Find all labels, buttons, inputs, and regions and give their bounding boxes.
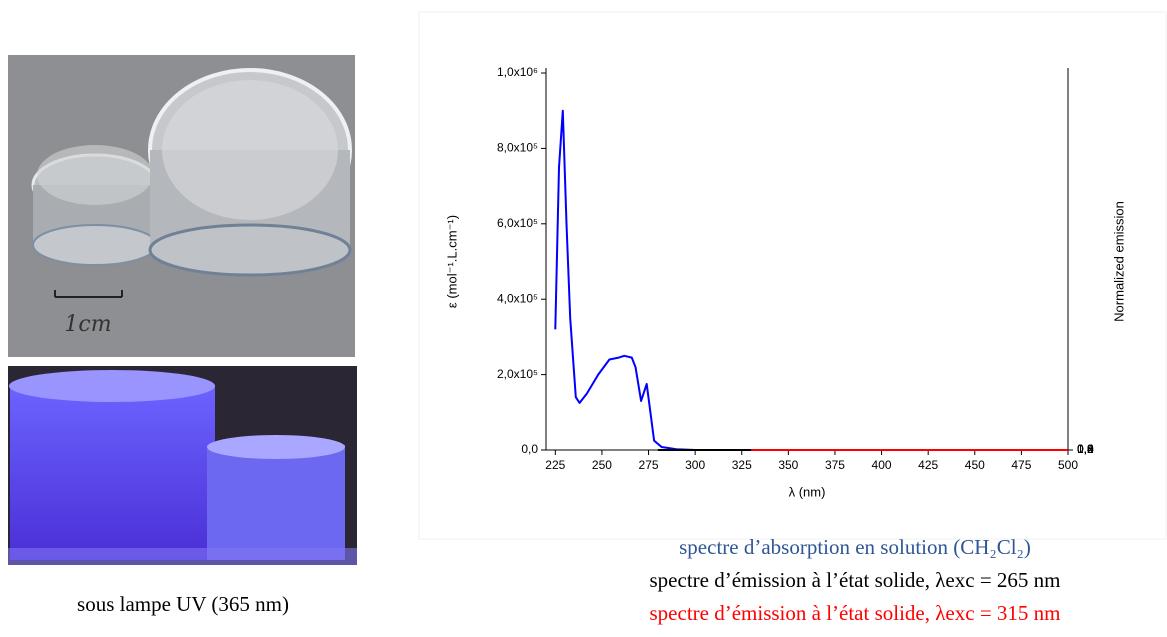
scale-label: 1cm	[64, 312, 111, 337]
x-tick-label: 475	[1011, 458, 1031, 472]
y-axis-label: ε (mol⁻¹.L.cm⁻¹)	[444, 215, 459, 308]
x-tick-label: 375	[825, 458, 845, 472]
x-tick-label: 300	[685, 458, 705, 472]
x-tick-label: 275	[639, 458, 659, 472]
y2-tick-label: 0,4	[1077, 442, 1094, 456]
legend-entry: spectre d’émission à l’état solide, λexc…	[650, 601, 1061, 625]
x-tick-label: 500	[1058, 458, 1078, 472]
x-tick-label: 225	[545, 458, 565, 472]
y2-tick-label: 0,6	[1077, 442, 1094, 456]
y2-tick-label: 0,0	[1077, 442, 1094, 456]
y2-tick-label: 0,2	[1077, 442, 1094, 456]
y2-tick-label: 0,8	[1077, 442, 1094, 456]
x-tick-label: 325	[732, 458, 752, 472]
x-tick-label: 250	[592, 458, 612, 472]
x-tick-label: 425	[918, 458, 938, 472]
photo-uv	[8, 366, 357, 565]
series-line	[554, 109, 882, 451]
x-axis-label: λ (nm)	[789, 484, 826, 499]
photo-glass: 1cm	[8, 55, 355, 357]
y-tick-label: 4,0x10⁵	[497, 291, 538, 305]
x-tick-label: 450	[965, 458, 985, 472]
chart-panel	[418, 11, 1167, 540]
x-tick-label: 350	[778, 458, 798, 472]
y-tick-label: 1,0x10⁶	[497, 65, 538, 79]
y2-tick-label: 1,0	[1077, 442, 1094, 456]
legend-entry: spectre d’absorption en solution (CH₂Cl₂…	[679, 535, 1031, 559]
y-tick-label: 6,0x10⁵	[497, 216, 538, 230]
y-tick-label: 2,0x10⁵	[497, 367, 538, 381]
legend-entry: spectre d’émission à l’état solide, λexc…	[650, 568, 1061, 592]
y-tick-label: 8,0x10⁵	[497, 141, 538, 155]
photo-caption: sous lampe UV (365 nm)	[77, 592, 289, 616]
x-tick-label: 400	[872, 458, 892, 472]
y2-axis-label: Normalized emission	[1111, 201, 1126, 322]
y-tick-label: 0,0	[521, 442, 538, 456]
